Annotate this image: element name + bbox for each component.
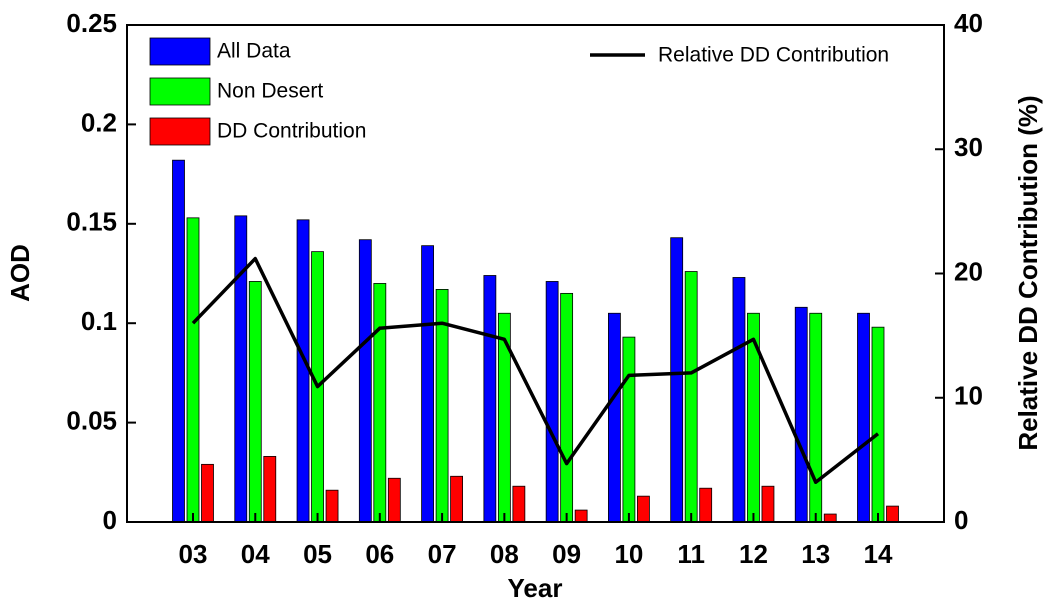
y-tick-label: 0.25 xyxy=(66,8,117,38)
legend-label: Relative DD Contribution xyxy=(658,44,889,67)
y-tick-label: 0.2 xyxy=(81,107,117,137)
bar xyxy=(574,509,588,523)
y2-tick-label: 10 xyxy=(954,381,983,411)
x-tick-label: 14 xyxy=(864,539,893,569)
x-tick-label: 04 xyxy=(241,539,270,569)
legend-swatch xyxy=(149,117,211,146)
y-tick-label: 0 xyxy=(103,505,117,535)
y-axis-label: AOD xyxy=(5,244,35,302)
legend-swatch xyxy=(149,37,211,66)
bar xyxy=(248,281,262,523)
bar xyxy=(637,495,650,523)
y2-tick-label: 40 xyxy=(954,8,983,38)
y2-axis-label: Relative DD Contribution (%) xyxy=(1013,95,1043,450)
bar xyxy=(608,312,621,523)
x-tick-label: 09 xyxy=(552,539,581,569)
bar xyxy=(823,513,837,523)
plot-frame xyxy=(126,24,945,523)
x-tick-label: 05 xyxy=(303,539,332,569)
bar xyxy=(483,275,497,523)
bar xyxy=(622,336,636,523)
bar xyxy=(684,271,698,523)
bar xyxy=(325,489,339,523)
x-tick-label: 06 xyxy=(365,539,394,569)
bar xyxy=(761,485,775,523)
y2-tick-label: 20 xyxy=(954,256,983,286)
bar xyxy=(732,277,746,523)
bar xyxy=(809,312,823,523)
bar xyxy=(794,306,808,523)
x-tick-label: 12 xyxy=(739,539,768,569)
x-tick-label: 08 xyxy=(490,539,519,569)
bar xyxy=(186,217,200,523)
bar xyxy=(512,485,526,523)
x-tick-label: 10 xyxy=(614,539,643,569)
x-tick-label: 13 xyxy=(801,539,830,569)
bar xyxy=(421,245,434,523)
bar xyxy=(871,326,885,523)
x-tick-label: 07 xyxy=(428,539,457,569)
bar xyxy=(263,455,277,523)
line xyxy=(191,256,880,484)
legend-swatch xyxy=(149,77,211,106)
legend-label: All Data xyxy=(217,40,291,63)
bar xyxy=(201,463,214,523)
x-tick-label: 03 xyxy=(179,539,208,569)
bar xyxy=(545,281,559,523)
bar xyxy=(373,283,387,523)
bar xyxy=(234,215,248,523)
y2-tick-label: 0 xyxy=(954,505,968,535)
bar xyxy=(560,292,574,523)
bar xyxy=(172,159,185,523)
bar xyxy=(886,505,899,523)
y-tick-label: 0.15 xyxy=(66,207,117,237)
x-tick-label: 11 xyxy=(677,539,705,569)
y-tick-label: 0.1 xyxy=(81,306,117,336)
bar xyxy=(670,237,684,523)
bar xyxy=(747,312,760,523)
bar xyxy=(857,312,870,523)
bar xyxy=(296,219,310,523)
bar xyxy=(450,475,463,523)
bar xyxy=(387,477,401,523)
x-axis-label: Year xyxy=(508,573,563,603)
legend-label: Non Desert xyxy=(217,80,323,103)
legend-label: DD Contribution xyxy=(217,120,366,143)
bar xyxy=(358,239,372,523)
bar xyxy=(699,487,713,523)
y2-tick-label: 30 xyxy=(954,132,983,162)
y-tick-label: 0.05 xyxy=(66,405,117,435)
